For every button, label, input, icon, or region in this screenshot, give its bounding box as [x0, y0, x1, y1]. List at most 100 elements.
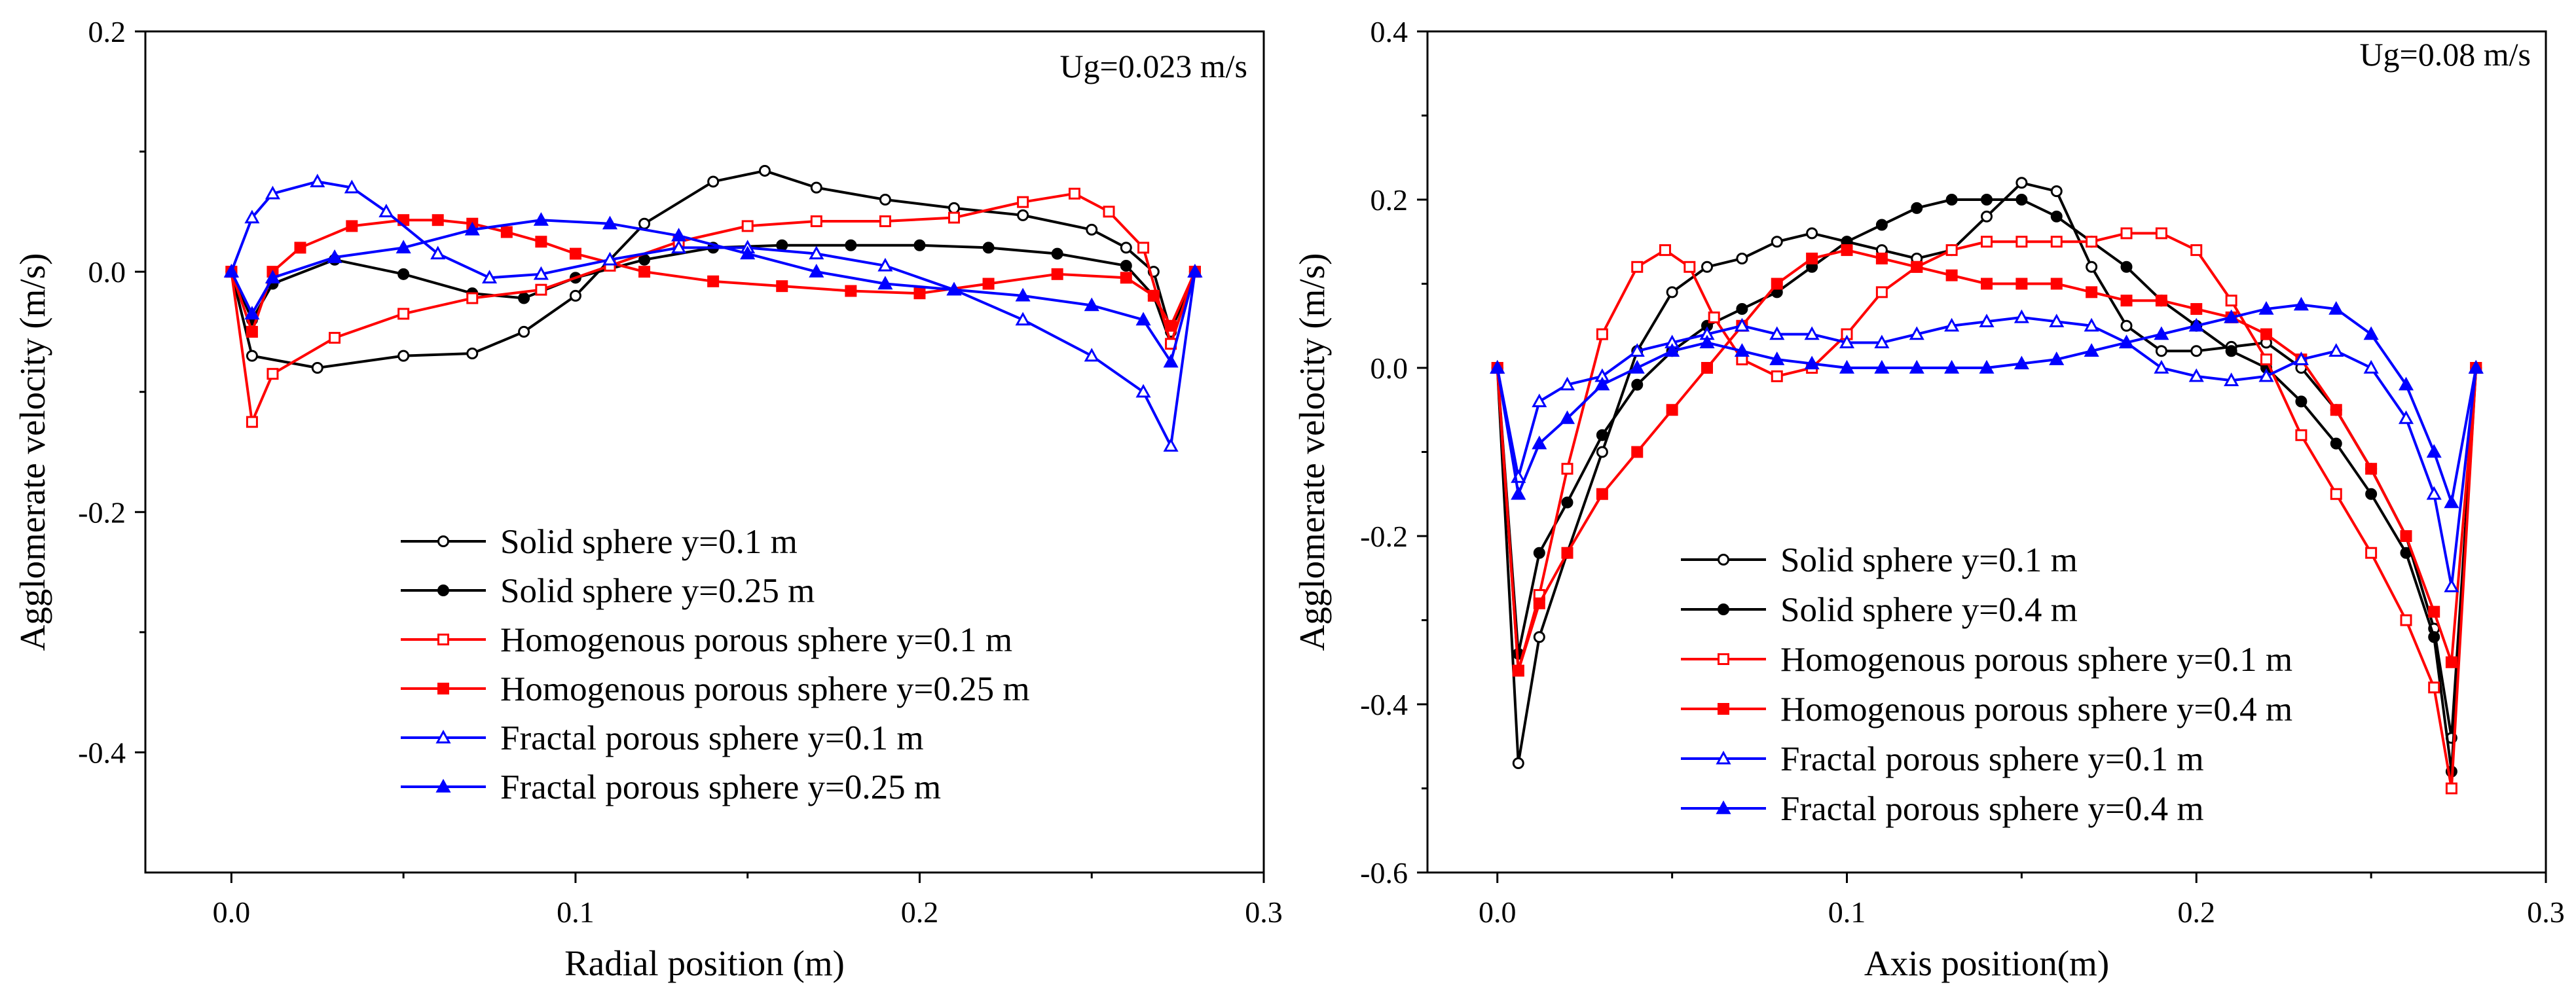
data-point	[1051, 268, 1063, 280]
data-point	[1875, 252, 1888, 264]
data-point	[1015, 287, 1031, 302]
data-point	[1086, 223, 1098, 236]
series-4	[1490, 309, 2484, 592]
data-point	[1874, 359, 1890, 374]
y-tick-label: -0.2	[1360, 520, 1408, 553]
legend: Solid sphere y=0.1 m Solid sphere y=0.25 …	[401, 523, 1030, 806]
data-point	[1135, 384, 1151, 398]
series-4	[223, 173, 1203, 452]
data-point	[1596, 429, 1608, 441]
data-point	[2426, 444, 2442, 458]
data-point	[518, 325, 530, 338]
series-5	[223, 212, 1203, 368]
data-point	[1734, 317, 1750, 332]
data-point	[2426, 486, 2442, 500]
data-point	[2444, 494, 2459, 509]
data-point	[432, 214, 444, 226]
data-point	[2120, 227, 2133, 240]
data-point	[1120, 272, 1132, 284]
data-point	[1734, 343, 1750, 357]
data-point	[2014, 355, 2029, 370]
data-point	[1147, 289, 1160, 302]
series-0	[225, 164, 1201, 374]
data-point	[1511, 486, 1526, 500]
data-point	[638, 266, 651, 278]
x-tick-label: 0.3	[2527, 895, 2565, 929]
data-point	[671, 227, 687, 242]
x-tick-label: 0.0	[1479, 895, 1517, 929]
data-point	[1909, 359, 1924, 374]
x-tick-label: 0.2	[901, 895, 939, 929]
data-point	[1017, 196, 1029, 208]
legend-label: Fractal porous sphere y=0.4 m	[1780, 790, 2204, 828]
data-point	[430, 245, 446, 260]
data-point	[2445, 656, 2457, 668]
data-point	[2015, 194, 2028, 206]
legend: Solid sphere y=0.1 m Solid sphere y=0.4 m…	[1681, 541, 2292, 828]
data-point	[267, 368, 279, 380]
data-point	[877, 257, 893, 272]
legend-label: Solid sphere y=0.25 m	[500, 572, 815, 610]
data-point	[2428, 681, 2440, 694]
legend-marker	[437, 585, 449, 596]
data-point	[1596, 328, 1608, 340]
data-point	[810, 215, 822, 228]
data-point	[2155, 295, 2167, 307]
y-axis-label: Agglomerate velocity (m/s)	[1292, 253, 1332, 651]
data-point	[1068, 187, 1080, 200]
y-axis-label: Agglomerate velocity (m/s)	[12, 253, 52, 651]
data-point	[776, 280, 788, 293]
legend-label: Homogenous porous sphere y=0.4 m	[1780, 691, 2292, 729]
data-point	[2154, 326, 2169, 340]
data-point	[2120, 295, 2133, 307]
data-point	[1804, 326, 1820, 340]
data-point	[1769, 351, 1785, 365]
data-point	[265, 270, 280, 284]
data-point	[1120, 242, 1132, 254]
data-point	[845, 285, 857, 297]
data-point	[1875, 219, 1888, 231]
data-point	[1533, 547, 1545, 559]
data-point	[1981, 194, 1993, 206]
series-line	[230, 219, 1196, 363]
data-point	[1084, 348, 1099, 362]
legend-marker	[1718, 703, 1729, 715]
data-point	[246, 325, 258, 338]
data-point	[464, 221, 480, 236]
data-point	[2363, 326, 2379, 340]
data-point	[2293, 351, 2309, 365]
data-point	[481, 270, 498, 284]
data-point	[1594, 376, 1610, 391]
data-point	[2468, 359, 2484, 374]
data-point	[1187, 264, 1203, 278]
legend-marker	[435, 729, 451, 744]
data-point	[2330, 488, 2342, 500]
chart-left: 0.0 0.1 0.2 0.3 0.2 0.0 -0.2 -0.4 Radial positio…	[12, 15, 1283, 983]
series-line	[1496, 303, 2478, 504]
y-tick-label: 0.0	[88, 255, 126, 289]
data-point	[1874, 334, 1890, 349]
data-point	[1945, 194, 1958, 206]
data-point	[1944, 317, 1960, 332]
velocity-annotation: Ug=0.08 m/s	[2359, 36, 2531, 73]
data-point	[2049, 351, 2065, 365]
data-point	[344, 179, 359, 194]
data-point	[638, 217, 651, 230]
data-point	[2363, 359, 2379, 374]
data-point	[2365, 488, 2378, 500]
data-point	[2015, 236, 2028, 248]
data-point	[602, 251, 618, 266]
data-point	[1944, 359, 1960, 374]
data-point	[809, 264, 824, 278]
data-point	[758, 164, 771, 177]
series-1	[225, 239, 1201, 350]
data-point	[2365, 547, 2378, 559]
data-point	[913, 239, 926, 251]
data-point	[2014, 309, 2029, 323]
legend-marker	[1718, 554, 1729, 566]
data-point	[396, 240, 411, 254]
data-point	[2050, 210, 2063, 223]
y-tick-label: 0.2	[1371, 183, 1408, 217]
data-point	[2225, 295, 2237, 307]
